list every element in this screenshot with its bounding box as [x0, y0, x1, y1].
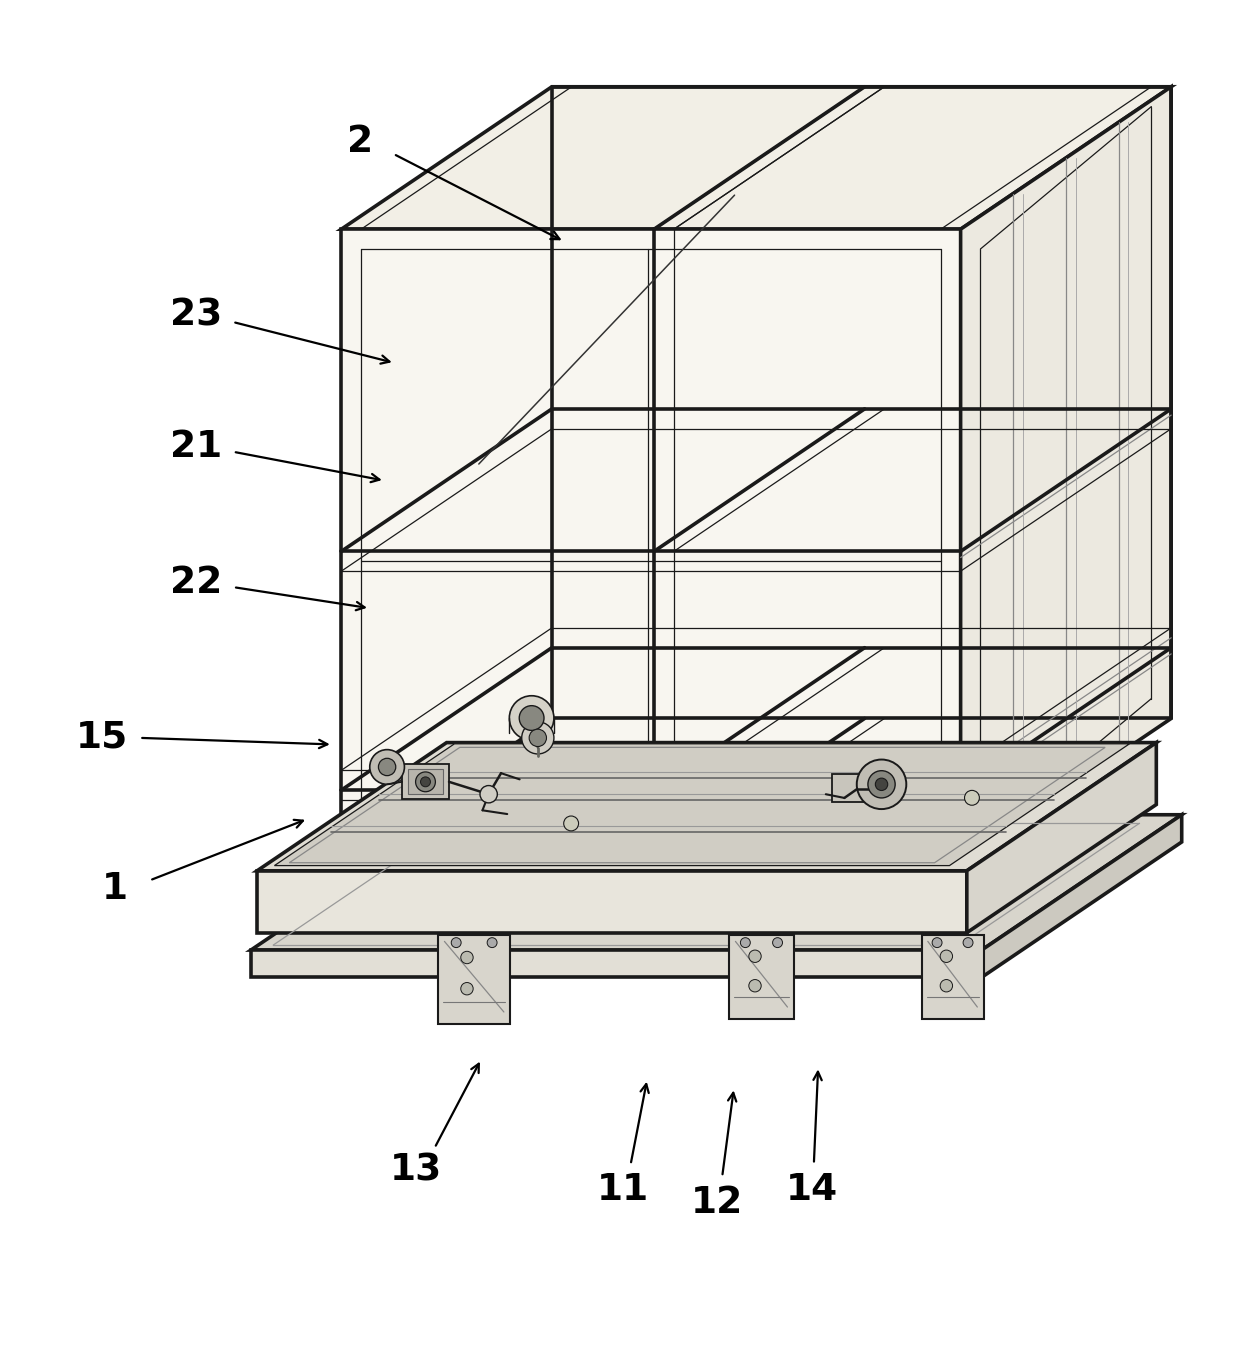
- Text: 14: 14: [786, 1173, 838, 1208]
- Circle shape: [963, 937, 973, 948]
- Text: 15: 15: [76, 719, 129, 755]
- Polygon shape: [250, 815, 1182, 949]
- Circle shape: [529, 729, 547, 747]
- Circle shape: [749, 980, 761, 992]
- Circle shape: [965, 790, 980, 806]
- Circle shape: [520, 706, 544, 730]
- Polygon shape: [250, 949, 982, 977]
- Polygon shape: [961, 86, 1172, 860]
- Polygon shape: [967, 743, 1157, 933]
- Polygon shape: [257, 871, 967, 933]
- Circle shape: [451, 937, 461, 948]
- Circle shape: [564, 817, 579, 830]
- Polygon shape: [982, 815, 1182, 977]
- Polygon shape: [257, 743, 1157, 871]
- Text: 23: 23: [170, 297, 222, 334]
- Bar: [402, 764, 449, 799]
- Bar: [832, 774, 869, 801]
- Circle shape: [480, 785, 497, 803]
- Polygon shape: [729, 936, 794, 1019]
- Text: 13: 13: [389, 1152, 441, 1189]
- Polygon shape: [921, 936, 983, 1019]
- Polygon shape: [274, 744, 1130, 866]
- Bar: [408, 770, 443, 795]
- Text: 21: 21: [170, 429, 222, 466]
- Text: 12: 12: [691, 1185, 743, 1221]
- Circle shape: [510, 696, 554, 740]
- Circle shape: [875, 778, 888, 790]
- Circle shape: [378, 759, 396, 775]
- Text: 2: 2: [347, 125, 373, 160]
- Circle shape: [940, 980, 952, 992]
- Polygon shape: [341, 229, 961, 860]
- Circle shape: [932, 937, 942, 948]
- Circle shape: [415, 771, 435, 792]
- Circle shape: [740, 937, 750, 948]
- Circle shape: [461, 951, 474, 963]
- Text: 22: 22: [170, 566, 222, 601]
- Polygon shape: [341, 86, 1172, 229]
- Circle shape: [857, 759, 906, 810]
- Circle shape: [773, 937, 782, 948]
- Circle shape: [868, 771, 895, 797]
- Circle shape: [420, 777, 430, 786]
- Circle shape: [370, 749, 404, 784]
- Circle shape: [461, 982, 474, 995]
- Polygon shape: [438, 936, 510, 1025]
- Circle shape: [522, 722, 554, 754]
- Text: 11: 11: [596, 1173, 649, 1208]
- Text: 1: 1: [102, 871, 128, 907]
- Circle shape: [487, 937, 497, 948]
- Circle shape: [940, 949, 952, 963]
- Circle shape: [749, 949, 761, 963]
